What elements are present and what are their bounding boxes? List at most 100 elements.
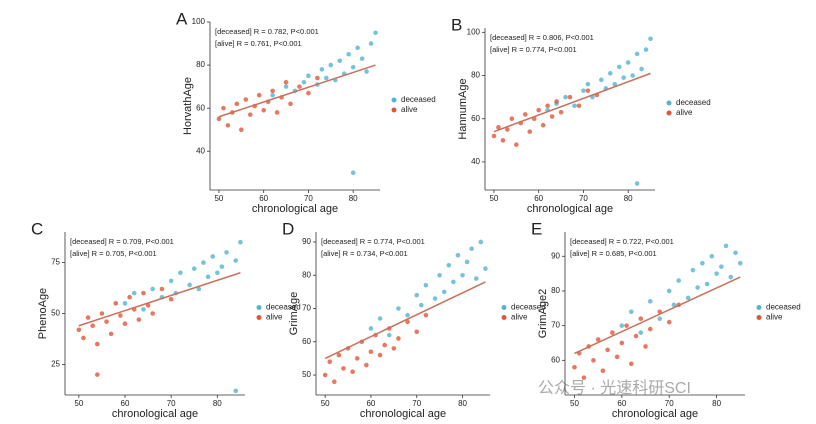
point: [446, 262, 452, 268]
x-tick-label: 70: [412, 399, 421, 408]
point: [350, 369, 355, 375]
x-tick-label: 50: [489, 194, 498, 203]
point: [581, 375, 587, 380]
point: [478, 239, 484, 245]
point: [572, 364, 577, 370]
point: [201, 260, 206, 265]
legend-marker: [756, 305, 762, 310]
point: [283, 80, 289, 85]
point: [224, 250, 229, 255]
annotation: [alive] R = 0.685, P<0.001: [570, 249, 657, 258]
legend-marker: [256, 315, 262, 320]
point: [136, 317, 142, 322]
point: [210, 254, 215, 259]
point: [118, 313, 123, 318]
legend-label: alive: [766, 313, 783, 322]
point: [500, 138, 506, 143]
legend-label: deceased: [676, 98, 711, 107]
legend-marker: [391, 107, 397, 113]
y-tick-label: 60: [551, 355, 560, 364]
point: [355, 45, 360, 51]
point: [270, 88, 275, 94]
point: [540, 122, 546, 128]
point: [261, 108, 266, 113]
y-axis-title: GrimAge: [288, 292, 300, 335]
annotation: [alive] R = 0.734, P<0.001: [321, 249, 408, 258]
point: [714, 271, 719, 276]
point: [563, 94, 568, 100]
point: [122, 301, 128, 306]
x-tick-label: 70: [579, 194, 588, 203]
legend-marker: [501, 305, 507, 310]
point: [239, 127, 244, 132]
y-tick-label: 40: [471, 157, 480, 166]
annotation: [deceased] R = 0.709, P<0.001: [70, 237, 174, 246]
x-tick-label: 50: [321, 399, 330, 408]
y-tick-label: 40: [196, 146, 205, 155]
y-tick-label: 60: [302, 337, 311, 346]
point: [233, 258, 239, 263]
point: [104, 319, 109, 324]
fit-line: [574, 276, 741, 355]
y-axis-title: GrimAge2: [537, 289, 549, 339]
point: [441, 289, 447, 295]
point: [364, 362, 369, 368]
point: [657, 316, 663, 322]
legend-marker: [666, 110, 672, 116]
point: [704, 281, 710, 287]
x-tick-label: 60: [259, 194, 268, 203]
point: [600, 368, 606, 374]
point: [558, 109, 564, 115]
fit-line: [78, 272, 241, 327]
point: [648, 36, 653, 42]
point: [695, 285, 700, 290]
point: [354, 356, 360, 361]
point: [225, 123, 231, 128]
x-tick-label: 80: [624, 194, 633, 203]
point: [90, 323, 95, 329]
point: [168, 296, 174, 302]
point: [178, 270, 183, 276]
x-tick-label: 60: [121, 399, 130, 408]
x-tick-label: 70: [665, 399, 674, 408]
annotation: [deceased] R = 0.722, P<0.001: [570, 237, 674, 246]
point: [483, 266, 488, 271]
x-tick-label: 50: [570, 399, 579, 408]
point: [187, 282, 192, 288]
x-axis-title: chronological age: [527, 203, 613, 215]
y-tick-label: 100: [192, 17, 206, 26]
point: [549, 114, 555, 119]
point: [341, 366, 346, 371]
point: [491, 133, 497, 139]
point: [243, 97, 249, 102]
point: [432, 296, 438, 301]
point: [629, 309, 634, 315]
x-tick-label: 50: [214, 194, 223, 203]
point: [315, 75, 320, 81]
y-tick-label: 70: [551, 321, 560, 330]
point: [567, 94, 573, 100]
y-tick-label: 60: [196, 103, 205, 112]
point: [297, 84, 302, 89]
point: [423, 312, 429, 318]
point: [301, 80, 307, 85]
point: [364, 69, 369, 74]
point: [332, 379, 337, 384]
point: [76, 327, 82, 333]
point: [455, 252, 461, 258]
point: [233, 388, 239, 394]
annotation: [alive] R = 0.705, P<0.001: [70, 249, 157, 258]
point: [643, 47, 649, 52]
y-tick-label: 75: [51, 258, 60, 267]
x-tick-label: 60: [534, 194, 543, 203]
point: [191, 266, 197, 271]
panel-letter: E: [531, 219, 542, 238]
point: [196, 286, 202, 292]
point: [327, 359, 333, 365]
annotation: [deceased] R = 0.774, P<0.001: [321, 237, 425, 246]
point: [127, 294, 132, 300]
point: [733, 250, 738, 256]
point: [350, 170, 356, 176]
point: [709, 253, 715, 259]
point: [469, 246, 474, 251]
